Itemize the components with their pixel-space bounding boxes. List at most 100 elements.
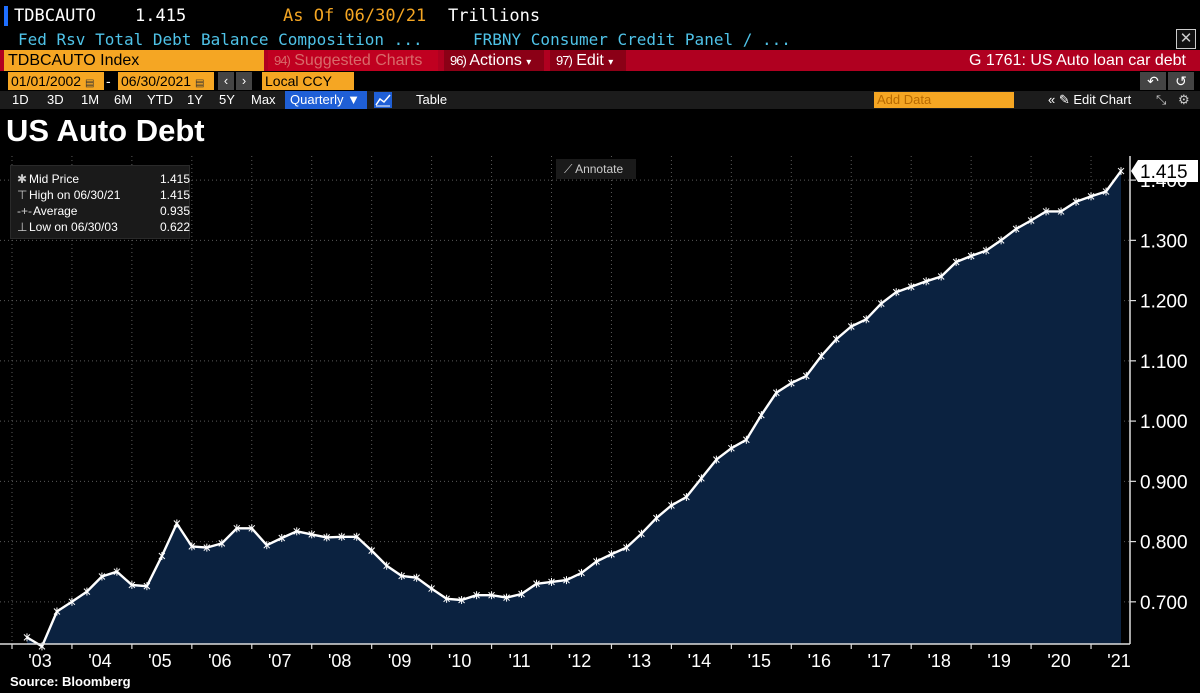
data-point [1117, 167, 1125, 176]
add-data-input[interactable]: Add Data [874, 92, 1014, 108]
data-point [383, 561, 391, 570]
data-point [1057, 207, 1065, 216]
high-marker-icon: ⊤ [17, 188, 28, 202]
frequency-value: Quarterly [290, 92, 344, 107]
date-bar: 01/01/2002 ▤ - 06/30/2021 ▤ ‹ › Local CC… [0, 72, 1200, 90]
close-icon[interactable]: ✕ [1176, 29, 1196, 49]
ticker-symbol[interactable]: TDBCAUTO [14, 6, 96, 26]
y-tick-label: 0.800 [1140, 533, 1188, 554]
date-to-field[interactable]: 06/30/2021 ▤ [118, 72, 214, 90]
units-label: Trillions [448, 6, 541, 26]
range-5y-button[interactable]: 5Y [219, 92, 235, 107]
data-point [727, 444, 735, 453]
calendar-icon[interactable]: ▤ [84, 78, 95, 89]
data-point [1102, 187, 1110, 196]
last-value: 1.415 [135, 6, 187, 26]
legend-mid-label: Mid Price [29, 172, 80, 186]
chevron-right-icon[interactable]: › [236, 72, 252, 90]
calendar-icon[interactable]: ▤ [194, 78, 205, 89]
line-chart-icon[interactable] [374, 92, 392, 108]
data-point [278, 533, 286, 542]
data-point [473, 591, 480, 600]
data-point [817, 352, 825, 361]
data-point [308, 530, 316, 539]
data-point [1042, 207, 1050, 216]
data-point [742, 435, 750, 444]
range-1d-button[interactable]: 1D [12, 92, 29, 107]
graph-title: G 1761: US Auto loan car debt [968, 52, 1186, 69]
x-tick-label: '10 [448, 651, 471, 671]
chevron-down-icon: ▾ [608, 57, 614, 68]
legend-low-value: 0.622 [160, 220, 191, 234]
suggested-charts-button[interactable]: 94) Suggested Charts [268, 50, 438, 71]
edit-chart-button[interactable]: « ✎ Edit Chart [1048, 91, 1131, 109]
range-3d-button[interactable]: 3D [47, 92, 64, 107]
currency-select[interactable]: Local CCY [262, 72, 354, 90]
range-max-button[interactable]: Max [251, 92, 276, 107]
date-from-field[interactable]: 01/01/2002 ▤ [8, 72, 104, 90]
double-chevron-left-icon: « [1048, 92, 1056, 107]
data-point [128, 580, 136, 589]
data-point [143, 582, 151, 591]
description-right[interactable]: FRBNY Consumer Credit Panel / ... [473, 30, 791, 49]
data-point [787, 379, 795, 388]
range-1y-button[interactable]: 1Y [187, 92, 203, 107]
actions-button[interactable]: 96) Actions ▾ [444, 50, 544, 71]
data-point [772, 388, 780, 397]
data-point [263, 541, 271, 550]
data-point [563, 576, 570, 585]
description-left[interactable]: Fed Rsv Total Debt Balance Composition .… [18, 30, 423, 49]
legend-low-row: ⊥ Low on 06/30/03 0.622 [17, 219, 191, 235]
resize-icon[interactable]: ⤡ [1156, 92, 1167, 107]
area-fill [27, 171, 1121, 647]
y-tick-label: 1.100 [1140, 352, 1188, 373]
undo-icon[interactable]: ↶ [1140, 72, 1166, 90]
range-ytd-button[interactable]: YTD [147, 92, 173, 107]
x-tick-label: '06 [208, 651, 231, 671]
legend-avg-label: Average [33, 204, 78, 218]
pencil-icon: ✎ [1058, 92, 1070, 107]
data-point [862, 315, 870, 324]
data-points [23, 167, 1125, 651]
data-point [1072, 197, 1080, 206]
x-axis-ticks: '03 '04 '05 '06 '07 '08 '09 '10 '11 '12 '13 '14 '15 '… [11, 644, 1131, 671]
edit-button[interactable]: 97) Edit ▾ [550, 50, 626, 71]
data-point [443, 594, 450, 603]
x-tick-label: '13 [628, 651, 651, 671]
data-point [233, 524, 241, 533]
chevron-left-icon[interactable]: ‹ [218, 72, 234, 90]
x-tick-label: '15 [748, 651, 771, 671]
data-point [608, 550, 615, 559]
x-tick-label: '11 [509, 651, 531, 671]
last-value-label: 1.415 [1140, 162, 1188, 183]
data-point [98, 572, 106, 581]
data-point [683, 492, 690, 501]
actions-num: 96) [450, 53, 467, 68]
data-point [173, 519, 181, 528]
data-point [83, 587, 91, 596]
y-tick-label: 1.000 [1140, 412, 1188, 433]
series-line [26, 170, 1122, 648]
legend-mid-row: ✱ Mid Price 1.415 [17, 171, 190, 187]
reset-icon[interactable]: ↺ [1168, 72, 1194, 90]
table-button[interactable]: Table [416, 92, 448, 107]
x-tick-label: '21 [1107, 651, 1130, 671]
legend-high-row: ⊤ High on 06/30/21 1.415 [17, 187, 190, 203]
date-separator: - [106, 73, 111, 89]
data-point [533, 579, 540, 588]
chart-area[interactable]: 0.7000.8000.9001.0001.1001.2001.3001.400… [0, 150, 1200, 674]
settings-icon[interactable]: ⚙ [1178, 92, 1190, 107]
y-tick-label: 0.900 [1140, 472, 1188, 493]
index-name-field[interactable]: TDBCAUTO Index [4, 50, 264, 71]
data-point [293, 527, 301, 536]
last-value-callout: 1.415 [1131, 160, 1198, 183]
x-tick-label: '18 [927, 651, 950, 671]
legend-box[interactable]: ✱ Mid Price 1.415 ⊤ High on 06/30/21 1.4… [10, 165, 190, 239]
x-tick-label: '12 [568, 651, 591, 671]
frequency-select[interactable]: Quarterly ▼ [285, 91, 367, 109]
range-6m-button[interactable]: 6M [114, 92, 133, 107]
range-1m-button[interactable]: 1M [81, 92, 100, 107]
annotate-button[interactable]: ⟋ Annotate [556, 159, 636, 179]
y-tick-label: 1.300 [1140, 231, 1188, 252]
